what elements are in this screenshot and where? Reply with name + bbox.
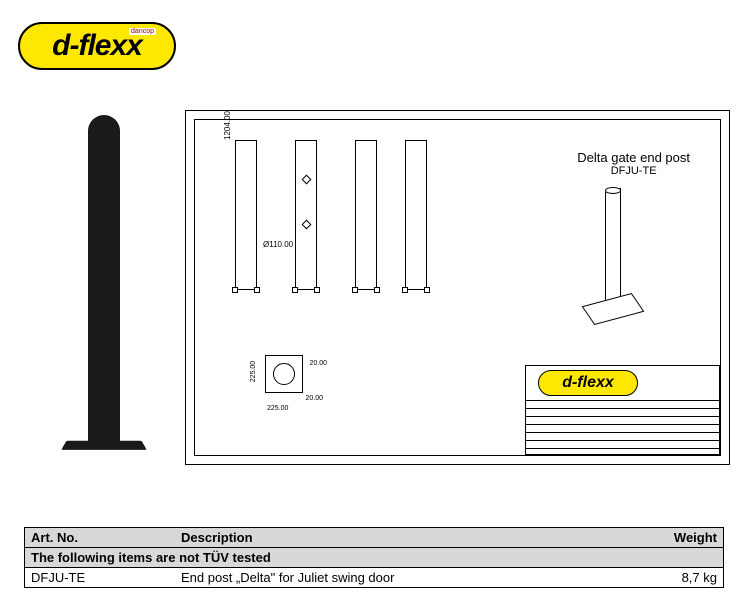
tb-row	[526, 448, 719, 456]
product-image	[58, 115, 153, 475]
iso-top-ellipse	[605, 187, 621, 194]
post-view-3	[355, 140, 377, 290]
foot-bolt	[424, 287, 430, 293]
foot-bolt	[352, 287, 358, 293]
tb-row	[526, 432, 719, 440]
post-base	[61, 441, 147, 450]
table-row: DFJU-TE End post „Delta" for Juliet swin…	[25, 568, 723, 587]
foot-bolt	[374, 287, 380, 293]
title-block-rows	[526, 400, 719, 454]
hole-icon	[302, 220, 312, 230]
drawing-title: Delta gate end post DFJU-TE	[577, 150, 690, 177]
post-view-4	[405, 140, 427, 290]
iso-base-plate	[582, 293, 645, 325]
drawing-title-text: Delta gate end post	[577, 150, 690, 165]
foot-bolt	[402, 287, 408, 293]
iso-cylinder	[605, 188, 621, 307]
plan-dim-2: 225.00	[267, 405, 288, 412]
table-note-row: The following items are not TÜV tested	[25, 548, 723, 568]
dim-diameter: Ø110.00	[263, 240, 293, 249]
foot-bolt	[292, 287, 298, 293]
foot-bolt	[232, 287, 238, 293]
tb-row	[526, 424, 719, 432]
drawing-title-block: d-flexx	[525, 365, 720, 455]
foot-bolt	[254, 287, 260, 293]
dim-height: 1204.00	[223, 111, 232, 140]
header-weight: Weight	[623, 528, 723, 547]
plan-post-circle	[273, 363, 295, 385]
drawing-border: 1204.00	[194, 119, 721, 456]
post-cylinder	[88, 115, 120, 445]
brand-logo: d-flexx dancop	[18, 22, 176, 70]
plan-view: 225.00 225.00 20.00 20.00	[245, 350, 335, 410]
table-header-row: Art. No. Description Weight	[25, 528, 723, 548]
cell-description: End post „Delta" for Juliet swing door	[175, 568, 623, 587]
foot-bolt	[314, 287, 320, 293]
drawing-subtitle: DFJU-TE	[577, 165, 690, 177]
main-content: 1204.00	[0, 110, 747, 480]
post-view-1	[235, 140, 257, 290]
technical-drawing: 1204.00	[185, 110, 730, 465]
tb-row	[526, 440, 719, 448]
tb-row	[526, 400, 719, 408]
cell-weight: 8,7 kg	[623, 568, 723, 587]
cell-art-no: DFJU-TE	[25, 568, 175, 587]
isometric-view	[570, 190, 650, 330]
tb-row	[526, 408, 719, 416]
plan-dim-4: 20.00	[305, 395, 323, 402]
header-art-no: Art. No.	[25, 528, 175, 547]
logo-sub: dancop	[129, 28, 156, 35]
hole-icon	[302, 175, 312, 185]
header-description: Description	[175, 528, 623, 547]
post-view-2	[295, 140, 317, 290]
title-block-logo: d-flexx	[538, 370, 638, 396]
elevation-views	[235, 140, 535, 310]
plan-dim-1: 225.00	[250, 361, 257, 382]
tb-row	[526, 416, 719, 424]
product-table: Art. No. Description Weight The followin…	[24, 527, 724, 588]
plan-dim-3: 20.00	[309, 360, 327, 367]
table-note: The following items are not TÜV tested	[25, 548, 723, 567]
